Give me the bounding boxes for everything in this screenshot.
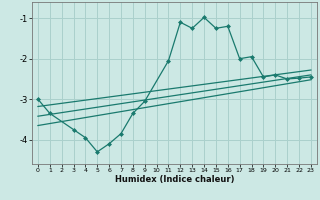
X-axis label: Humidex (Indice chaleur): Humidex (Indice chaleur) <box>115 175 234 184</box>
